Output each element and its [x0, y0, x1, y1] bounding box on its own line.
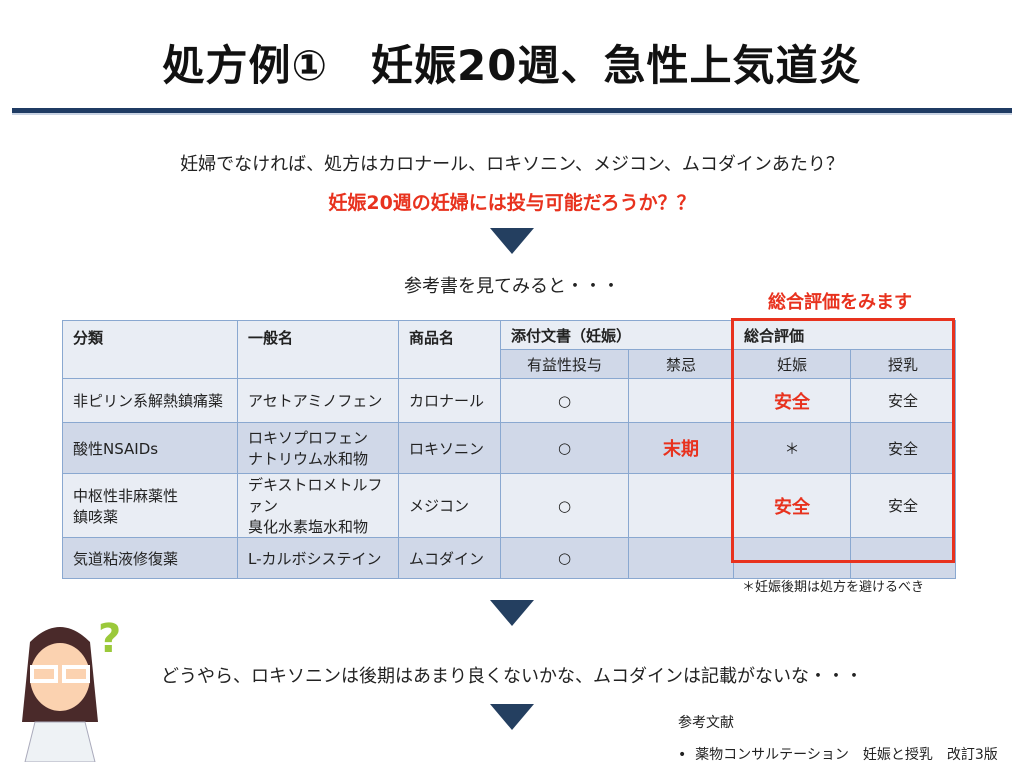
- question-text: 妊娠20週の妊婦には投与可能だろうか？？: [328, 192, 696, 214]
- cell-lactation: 安全: [850, 422, 956, 474]
- cell-generic: デキストロメトルファン 臭化水素塩水和物: [237, 473, 399, 538]
- table-row: 非ピリン系解熱鎮痛薬 アセトアミノフェン カロナール ○ 安全 安全: [62, 378, 956, 423]
- title-divider: [12, 108, 1012, 115]
- cell-brand: ムコダイン: [398, 537, 501, 579]
- cell-beneficial: ○: [500, 537, 629, 579]
- cell-category: 中枢性非麻薬性 鎮咳薬: [62, 473, 238, 538]
- footnote: ＊妊娠後期は処方を避けるべき: [742, 580, 925, 595]
- header-generic: 一般名: [237, 320, 399, 379]
- callout-text: 総合評価をみます: [768, 292, 912, 313]
- down-arrow-icon: [490, 228, 534, 254]
- cell-contraindicated: [628, 537, 734, 579]
- cell-brand: ロキソニン: [398, 422, 501, 474]
- reference-item: • 薬物コンサルテーション 妊娠と授乳 改訂3版: [678, 747, 998, 763]
- cell-beneficial: ○: [500, 473, 629, 538]
- cell-lactation: [850, 537, 956, 579]
- overall-highlight-box: [731, 318, 955, 563]
- header-lactation: 授乳: [850, 349, 956, 379]
- header-contraindicated: 禁忌: [628, 349, 734, 379]
- header-category: 分類: [62, 320, 238, 379]
- down-arrow-icon: [490, 704, 534, 730]
- cell-lactation: 安全: [850, 378, 956, 423]
- cell-contraindicated: [628, 378, 734, 423]
- down-arrow-icon: [490, 600, 534, 626]
- table-row: 酸性NSAIDs ロキソプロフェン ナトリウム水和物 ロキソニン ○ 末期＊安全: [62, 422, 956, 474]
- pharmacist-illustration: ?: [22, 616, 120, 762]
- header-insert: 添付文書（妊娠）: [500, 320, 734, 350]
- header-beneficial: 有益性投与: [500, 349, 629, 379]
- intro-text: 妊婦でなければ、処方はカロナール、ロキソニン、メジコン、ムコダインあたり？: [180, 154, 844, 175]
- cell-brand: カロナール: [398, 378, 501, 423]
- cell-contraindicated: [628, 473, 734, 538]
- cell-generic: アセトアミノフェン: [237, 378, 399, 423]
- cell-generic: L-カルボシステイン: [237, 537, 399, 579]
- lookup-text: 参考書を見てみると・・・: [404, 276, 620, 297]
- references-heading: 参考文献: [678, 715, 734, 731]
- header-brand: 商品名: [398, 320, 501, 379]
- header-pregnancy: 妊娠: [733, 349, 851, 379]
- header-overall: 総合評価: [733, 320, 956, 350]
- cell-category: 気道粘液修復薬: [62, 537, 238, 579]
- table-row: 気道粘液修復薬 L-カルボシステイン ムコダイン ○: [62, 537, 956, 579]
- cell-beneficial: ○: [500, 378, 629, 423]
- cell-pregnancy: 安全: [733, 378, 851, 423]
- cell-category: 酸性NSAIDs: [62, 422, 238, 474]
- cell-category: 非ピリン系解熱鎮痛薬: [62, 378, 238, 423]
- drug-table: 分類 一般名 商品名 添付文書（妊娠） 総合評価 有益性投与 禁忌 妊娠 授乳 …: [62, 320, 956, 579]
- question-mark-icon: ?: [98, 616, 120, 662]
- conclusion-text: どうやら、ロキソニンは後期はあまり良くないかな、ムコダインは記載がないな・・・: [161, 666, 863, 687]
- cell-brand: メジコン: [398, 473, 501, 538]
- cell-pregnancy: ＊: [733, 422, 851, 474]
- cell-generic: ロキソプロフェン ナトリウム水和物: [237, 422, 399, 474]
- cell-beneficial: ○: [500, 422, 629, 474]
- cell-pregnancy: [733, 537, 851, 579]
- page-title: 処方例① 妊娠20週、急性上気道炎: [162, 41, 862, 90]
- cell-contraindicated: 末期: [628, 422, 734, 474]
